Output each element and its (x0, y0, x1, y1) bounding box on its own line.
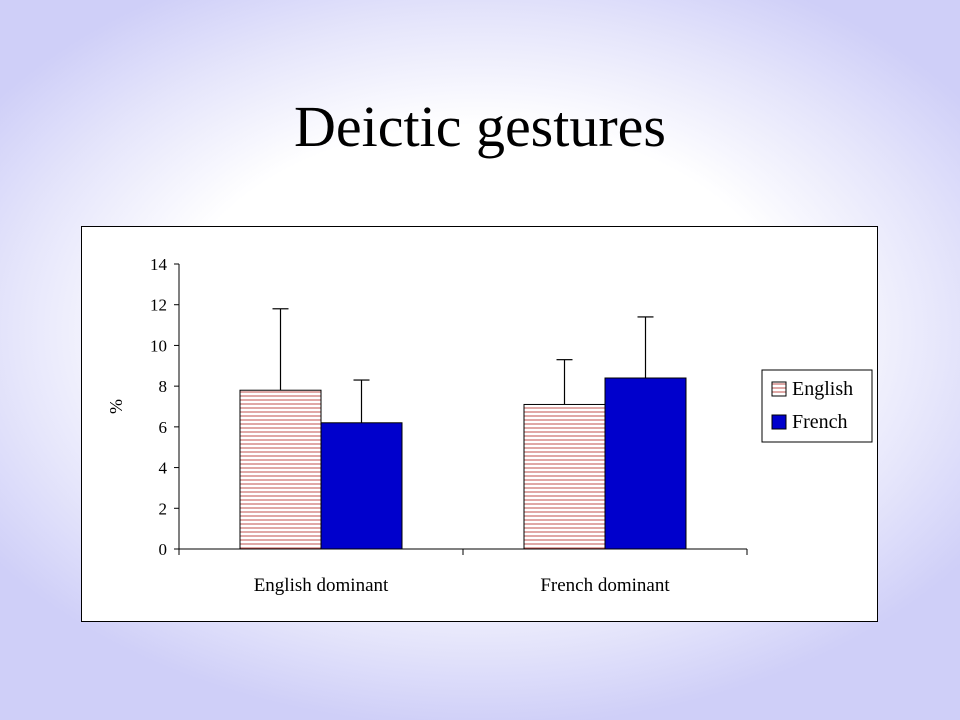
chart-frame: 0 2 4 6 8 10 12 14% English dominant French domin… (81, 226, 878, 622)
y-tick-label: 6 (159, 418, 168, 437)
y-axis-label: % (106, 399, 126, 414)
y-tick-label: 2 (159, 499, 168, 518)
bar-english-1 (239, 389, 322, 550)
chart-legend: English French (761, 369, 873, 443)
y-tick-label: 10 (150, 336, 167, 355)
legend-label-french: French (792, 411, 848, 433)
y-tick-label: 4 (159, 459, 168, 478)
x-tick-label: English dominant (254, 575, 389, 596)
y-tick-label: 14 (150, 255, 168, 274)
bar-french-1 (320, 422, 403, 550)
legend-label-english: English (792, 378, 853, 400)
chart-axes: 0 2 4 6 8 10 12 14% English dominant French domin… (106, 255, 748, 596)
y-tick-label: 8 (159, 377, 168, 396)
legend-box (761, 369, 873, 443)
y-tick-label: 12 (150, 296, 167, 315)
slide-title: Deictic gestures (293, 94, 666, 159)
x-tick-label: French dominant (540, 575, 670, 596)
bar-chart: 0 2 4 6 8 10 12 14% English dominant French domin… (106, 255, 873, 596)
y-tick-label: 0 (159, 540, 168, 559)
bar-english-2 (523, 403, 606, 550)
bar-french-2 (604, 377, 687, 550)
chart-bars (239, 308, 687, 550)
legend-swatch-english (771, 381, 787, 397)
legend-swatch-french (771, 414, 787, 430)
